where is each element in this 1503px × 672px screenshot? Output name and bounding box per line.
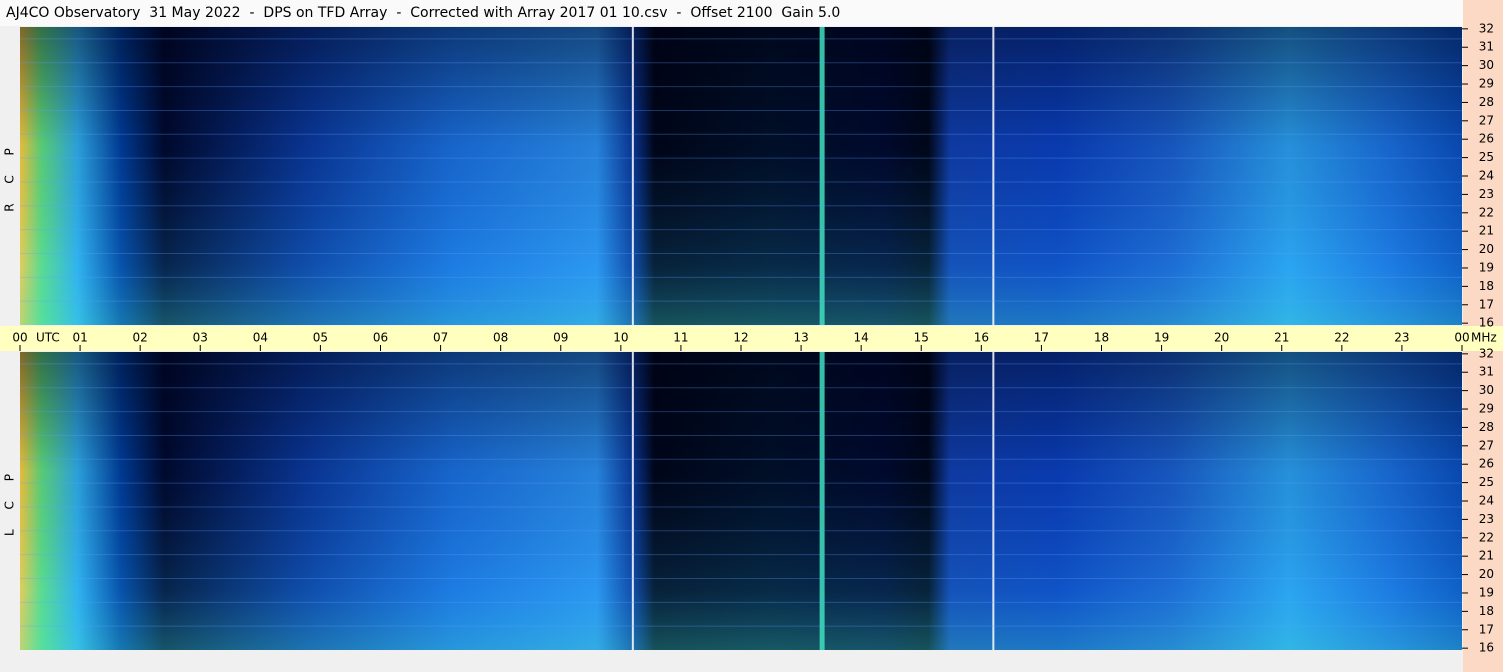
x-tick-label: 12 — [733, 331, 748, 345]
x-tick-label: 15 — [914, 331, 929, 345]
x-tick-label: 10 — [613, 331, 628, 345]
y-tick-label: 28 — [1479, 95, 1494, 109]
y-axis-label: MHz — [1471, 331, 1497, 345]
x-tick-label: 00 — [1454, 331, 1469, 345]
y-tick-label: 20 — [1479, 567, 1494, 581]
x-tick-label: 00 — [12, 331, 27, 345]
x-tick-label: 05 — [313, 331, 328, 345]
x-tick-label: 17 — [1034, 331, 1049, 345]
y-tick-label: 16 — [1479, 641, 1494, 655]
chart-title: AJ4CO Observatory 31 May 2022 - DPS on T… — [6, 5, 840, 21]
x-tick-label: 14 — [854, 331, 869, 345]
y-tick-label: 22 — [1479, 530, 1494, 544]
x-tick-label: 18 — [1094, 331, 1109, 345]
y-tick-label: 24 — [1479, 494, 1494, 508]
y-tick-label: 25 — [1479, 150, 1494, 164]
y-tick-label: 23 — [1479, 187, 1494, 201]
y-tick-label: 30 — [1479, 58, 1494, 72]
x-tick-label: 03 — [193, 331, 208, 345]
y-tick-label: 17 — [1479, 622, 1494, 636]
x-tick-label: 13 — [793, 331, 808, 345]
spectrogram-shade — [20, 352, 1462, 650]
y-tick-label: 28 — [1479, 420, 1494, 434]
x-tick-label: 23 — [1394, 331, 1409, 345]
y-tick-label: 25 — [1479, 475, 1494, 489]
y-tick-label: 31 — [1479, 40, 1494, 54]
x-tick-label: 11 — [673, 331, 688, 345]
x-axis-label: UTC — [36, 331, 60, 345]
x-tick-label: 09 — [553, 331, 568, 345]
x-tick-label: 19 — [1154, 331, 1169, 345]
polarization-label: R C P — [3, 140, 17, 212]
x-tick-label: 22 — [1334, 331, 1349, 345]
x-tick-label: 04 — [253, 331, 268, 345]
y-tick-label: 16 — [1479, 316, 1494, 330]
y-tick-label: 18 — [1479, 279, 1494, 293]
y-tick-label: 32 — [1479, 346, 1494, 360]
y-tick-label: 29 — [1479, 402, 1494, 416]
y-tick-label: 26 — [1479, 457, 1494, 471]
x-tick-label: 21 — [1274, 331, 1289, 345]
x-axis-strip — [0, 326, 1503, 351]
y-tick-label: 30 — [1479, 383, 1494, 397]
y-tick-label: 17 — [1479, 297, 1494, 311]
y-tick-label: 32 — [1479, 21, 1494, 35]
y-tick-label: 20 — [1479, 242, 1494, 256]
spectrogram-shade — [20, 27, 1462, 325]
y-tick-label: 31 — [1479, 365, 1494, 379]
y-tick-label: 21 — [1479, 549, 1494, 563]
x-tick-label: 06 — [373, 331, 388, 345]
y-tick-label: 18 — [1479, 604, 1494, 618]
y-tick-label: 27 — [1479, 113, 1494, 127]
y-tick-label: 23 — [1479, 512, 1494, 526]
x-tick-label: 02 — [133, 331, 148, 345]
x-tick-label: 16 — [974, 331, 989, 345]
x-tick-label: 07 — [433, 331, 448, 345]
y-tick-label: 27 — [1479, 438, 1494, 452]
x-tick-label: 01 — [72, 331, 87, 345]
y-tick-label: 24 — [1479, 169, 1494, 183]
y-tick-label: 22 — [1479, 205, 1494, 219]
y-tick-label: 26 — [1479, 132, 1494, 146]
y-tick-label: 29 — [1479, 77, 1494, 91]
polarization-label: L C P — [3, 466, 17, 536]
x-tick-label: 20 — [1214, 331, 1229, 345]
y-tick-label: 21 — [1479, 224, 1494, 238]
title-bar — [0, 0, 1503, 26]
y-tick-label: 19 — [1479, 260, 1494, 274]
x-tick-label: 08 — [493, 331, 508, 345]
y-tick-label: 19 — [1479, 585, 1494, 599]
